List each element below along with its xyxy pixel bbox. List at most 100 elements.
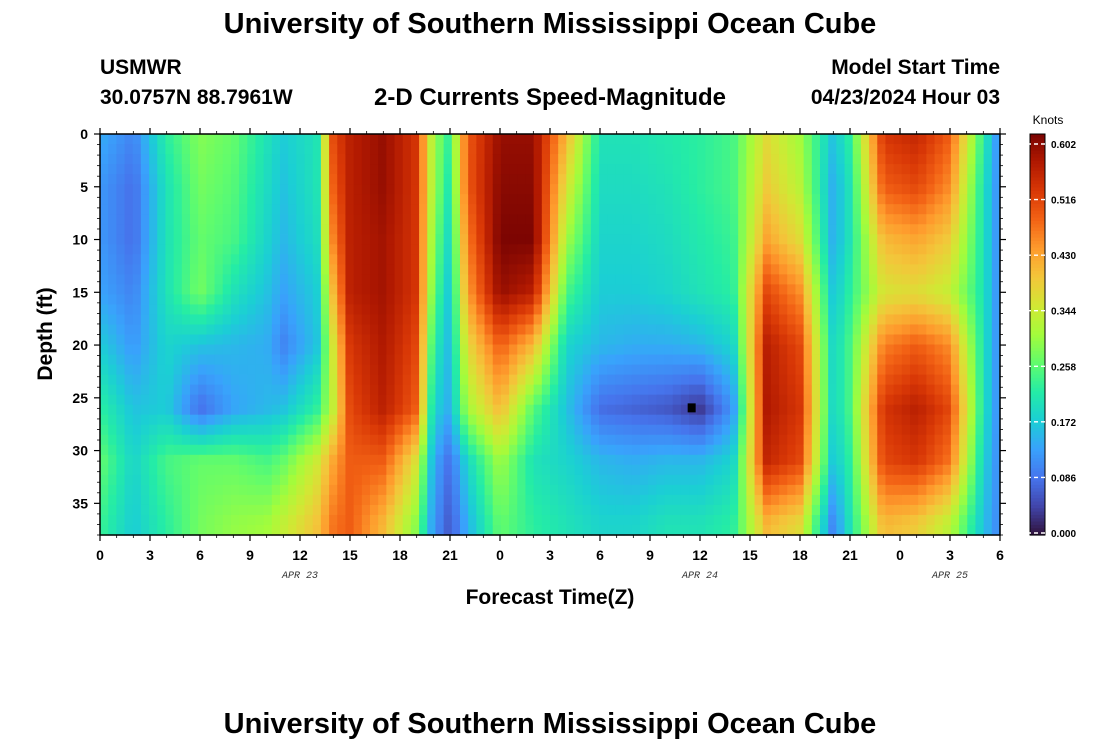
- heatmap-cell: [108, 294, 117, 306]
- heatmap-cell: [623, 514, 633, 526]
- heatmap-cell: [852, 204, 862, 215]
- heatmap-cell: [582, 134, 592, 145]
- heatmap-cell: [222, 134, 232, 145]
- heatmap-cell: [443, 424, 453, 436]
- heatmap-cell: [132, 134, 142, 145]
- heatmap-cell: [950, 424, 960, 436]
- heatmap-cell: [222, 164, 232, 175]
- heatmap-cell: [877, 404, 887, 416]
- heatmap-cell: [640, 324, 649, 336]
- heatmap-cell: [386, 154, 396, 165]
- heatmap-cell: [869, 414, 878, 426]
- heatmap-cell: [762, 424, 772, 436]
- heatmap-cell: [910, 184, 919, 195]
- heatmap-cell: [820, 404, 829, 416]
- heatmap-cell: [230, 204, 240, 215]
- heatmap-cell: [149, 354, 158, 366]
- heatmap-cell: [721, 514, 731, 526]
- heatmap-cell: [762, 234, 772, 245]
- heatmap-cell: [779, 484, 788, 496]
- heatmap-cell: [140, 454, 150, 466]
- heatmap-cell: [959, 254, 968, 265]
- heatmap-cell: [100, 274, 109, 285]
- heatmap-cell: [190, 354, 199, 366]
- heatmap-cell: [140, 464, 150, 476]
- heatmap-cell: [697, 224, 707, 235]
- heatmap-cell: [435, 364, 445, 376]
- heatmap-cell: [509, 404, 518, 416]
- heatmap-cell: [140, 144, 150, 155]
- heatmap-cell: [361, 224, 371, 235]
- heatmap-cell: [157, 294, 167, 306]
- heatmap-cell: [811, 404, 821, 416]
- heatmap-cell: [263, 354, 273, 366]
- heatmap-cell: [860, 264, 870, 275]
- heatmap-cell: [435, 424, 445, 436]
- heatmap-cell: [770, 444, 780, 456]
- heatmap-cell: [689, 334, 698, 346]
- heatmap-cell: [550, 344, 559, 356]
- heatmap-cell: [255, 424, 265, 436]
- heatmap-cell: [615, 274, 625, 285]
- heatmap-cell: [312, 284, 322, 296]
- heatmap-cell: [460, 194, 469, 205]
- heatmap-cell: [541, 294, 551, 306]
- heatmap-cell: [934, 164, 944, 175]
- heatmap-cell: [975, 384, 985, 396]
- heatmap-cell: [918, 174, 927, 185]
- heatmap-cell: [648, 164, 657, 175]
- heatmap-cell: [983, 514, 993, 526]
- heatmap-cell: [746, 384, 756, 396]
- heatmap-cell: [288, 274, 297, 285]
- colorbar-segment: [1030, 170, 1045, 175]
- heatmap-cell: [468, 344, 477, 356]
- heatmap-cell: [730, 454, 739, 466]
- heatmap-cell: [329, 504, 338, 516]
- heatmap-cell: [500, 274, 510, 285]
- heatmap-cell: [942, 244, 952, 255]
- colorbar-segment: [1030, 311, 1045, 316]
- heatmap-cell: [664, 304, 674, 316]
- heatmap-cell: [190, 344, 199, 356]
- heatmap-cell: [885, 274, 895, 285]
- colorbar-segment: [1030, 180, 1045, 185]
- heatmap-cell: [255, 194, 265, 205]
- colorbar-segment: [1030, 174, 1045, 179]
- heatmap-cell: [680, 384, 690, 396]
- heatmap-cell: [746, 184, 756, 195]
- heatmap-cell: [787, 364, 797, 376]
- heatmap-cell: [198, 464, 207, 476]
- heatmap-cell: [582, 264, 592, 275]
- heatmap-cell: [705, 454, 715, 466]
- heatmap-cell: [795, 374, 805, 386]
- heatmap-cell: [910, 394, 919, 406]
- heatmap-cell: [460, 494, 469, 506]
- heatmap-cell: [288, 394, 297, 406]
- heatmap-cell: [517, 514, 527, 526]
- heatmap-cell: [280, 354, 289, 366]
- colorbar-segment: [1030, 324, 1045, 329]
- heatmap-cell: [320, 274, 330, 285]
- heatmap-cell: [918, 474, 927, 486]
- heatmap-cell: [926, 524, 936, 536]
- heatmap-cell: [648, 394, 657, 406]
- heatmap-cell: [705, 424, 715, 436]
- heatmap-cell: [860, 284, 870, 296]
- heatmap-cell: [844, 454, 854, 466]
- heatmap-cell: [222, 414, 232, 426]
- minimum-speed-marker: [687, 403, 696, 413]
- heatmap-cell: [672, 254, 682, 265]
- heatmap-cell: [239, 514, 248, 526]
- heatmap-cell: [959, 214, 968, 225]
- heatmap-cell: [149, 454, 158, 466]
- heatmap-cell: [975, 224, 985, 235]
- heatmap-cell: [770, 294, 780, 306]
- heatmap-cell: [525, 204, 535, 215]
- heatmap-cell: [926, 454, 936, 466]
- heatmap-cell: [795, 274, 805, 285]
- heatmap-cell: [934, 134, 944, 145]
- heatmap-cell: [132, 384, 142, 396]
- heatmap-cell: [247, 274, 257, 285]
- colorbar-segment: [1030, 401, 1045, 406]
- heatmap-cell: [582, 414, 592, 426]
